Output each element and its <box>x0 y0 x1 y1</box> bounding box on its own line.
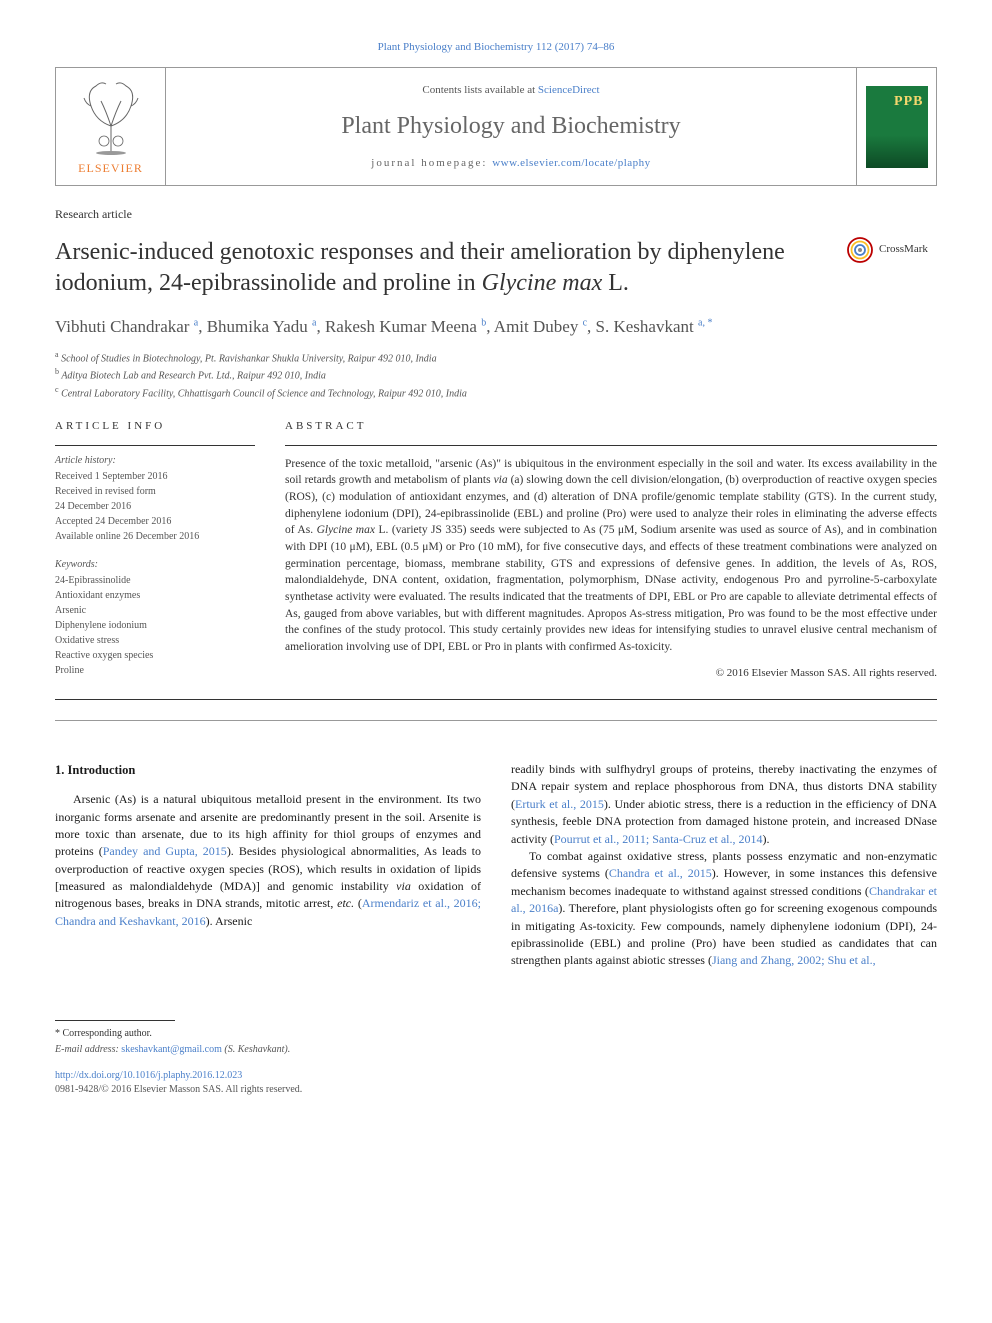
article-title: Arsenic-induced genotoxic responses and … <box>55 237 827 299</box>
email-name: (S. Keshavkant). <box>222 1044 290 1055</box>
contents-prefix: Contents lists available at <box>422 84 537 96</box>
journal-cover[interactable]: PPB <box>856 68 936 185</box>
crossmark-icon <box>847 237 873 263</box>
mid-rule <box>55 720 937 721</box>
cover-thumbnail: PPB <box>866 86 928 168</box>
column-right: readily binds with sulfhydryl groups of … <box>511 761 937 970</box>
keywords-label: Keywords: <box>55 558 255 572</box>
intro-col2-p2: To combat against oxidative stress, plan… <box>511 848 937 970</box>
title-post: L. <box>602 270 629 296</box>
crossmark-text: CrossMark <box>879 242 928 257</box>
history-item: Available online 26 December 2016 <box>55 530 255 544</box>
keyword: Antioxidant enzymes <box>55 589 255 603</box>
sciencedirect-link[interactable]: ScienceDirect <box>538 84 600 96</box>
body-columns: 1. Introduction Arsenic (As) is a natura… <box>55 761 937 970</box>
corresponding-author: * Corresponding author. <box>55 1027 937 1041</box>
article-info-heading: ARTICLE INFO <box>55 419 255 434</box>
history-item: Received in revised form <box>55 485 255 499</box>
header-center: Contents lists available at ScienceDirec… <box>166 68 856 185</box>
history-item: 24 December 2016 <box>55 500 255 514</box>
keyword: 24-Epibrassinolide <box>55 574 255 588</box>
abstract-rule <box>285 445 937 446</box>
page-footer: * Corresponding author. E-mail address: … <box>55 1020 937 1097</box>
journal-name: Plant Physiology and Biochemistry <box>341 110 680 144</box>
abstract-heading: ABSTRACT <box>285 419 937 434</box>
c2-t3: ). <box>763 832 770 846</box>
cover-abbr: PPB <box>894 92 923 112</box>
ref-erturk[interactable]: Erturk et al., 2015 <box>515 797 604 811</box>
ref-pandey[interactable]: Pandey and Gupta, 2015 <box>103 844 227 858</box>
abs-p3: L. (variety JS 335) seeds were subjected… <box>285 524 937 653</box>
homepage-prefix: journal homepage: <box>371 157 492 169</box>
abstract-text: Presence of the toxic metalloid, "arseni… <box>285 456 937 656</box>
intro-col2-p1: readily binds with sulfhydryl groups of … <box>511 761 937 848</box>
column-left: 1. Introduction Arsenic (As) is a natura… <box>55 761 481 970</box>
ref-pourrut[interactable]: Pourrut et al., 2011; Santa-Cruz et al.,… <box>554 832 763 846</box>
ref-chandra[interactable]: Chandra et al., 2015 <box>609 866 712 880</box>
history-item: Received 1 September 2016 <box>55 470 255 484</box>
history-label: Article history: <box>55 454 255 468</box>
homepage-line: journal homepage: www.elsevier.com/locat… <box>371 156 650 171</box>
title-species: Glycine max <box>482 270 603 296</box>
c1-etc: etc. <box>337 896 354 910</box>
crossmark-badge[interactable]: CrossMark <box>847 237 937 263</box>
elsevier-logo[interactable]: ELSEVIER <box>56 68 166 185</box>
email-line: E-mail address: skeshavkant@gmail.com (S… <box>55 1043 937 1057</box>
elsevier-text: ELSEVIER <box>78 160 143 177</box>
title-pre: Arsenic-induced genotoxic responses and … <box>55 239 785 296</box>
journal-header: ELSEVIER Contents lists available at Sci… <box>55 67 937 186</box>
abstract: ABSTRACT Presence of the toxic metalloid… <box>285 419 937 681</box>
c1-via: via <box>396 879 411 893</box>
intro-col1-p1: Arsenic (As) is a natural ubiquitous met… <box>55 791 481 930</box>
post-abstract-rule <box>55 699 937 700</box>
info-rule <box>55 445 255 446</box>
doi-link[interactable]: http://dx.doi.org/10.1016/j.plaphy.2016.… <box>55 1070 242 1081</box>
email-label: E-mail address: <box>55 1044 121 1055</box>
keyword: Reactive oxygen species <box>55 649 255 663</box>
issn-line: 0981-9428/© 2016 Elsevier Masson SAS. Al… <box>55 1083 937 1097</box>
keyword: Proline <box>55 664 255 678</box>
abstract-copyright: © 2016 Elsevier Masson SAS. All rights r… <box>285 666 937 681</box>
doi-line: http://dx.doi.org/10.1016/j.plaphy.2016.… <box>55 1069 937 1083</box>
email-link[interactable]: skeshavkant@gmail.com <box>121 1044 222 1055</box>
footer-rule <box>55 1020 175 1021</box>
article-type: Research article <box>55 206 937 223</box>
c1-t4: ( <box>354 896 362 910</box>
keyword: Arsenic <box>55 604 255 618</box>
homepage-link[interactable]: www.elsevier.com/locate/plaphy <box>492 157 650 169</box>
affiliations: a School of Studies in Biotechnology, Pt… <box>55 349 937 401</box>
top-citation-link[interactable]: Plant Physiology and Biochemistry 112 (2… <box>378 41 615 53</box>
abs-species: Glycine max <box>317 524 375 536</box>
ref-jiang[interactable]: Jiang and Zhang, 2002; Shu et al., <box>712 953 876 967</box>
keyword: Oxidative stress <box>55 634 255 648</box>
history-item: Accepted 24 December 2016 <box>55 515 255 529</box>
keyword: Diphenylene iodonium <box>55 619 255 633</box>
article-info: ARTICLE INFO Article history: Received 1… <box>55 419 255 681</box>
elsevier-tree-icon <box>76 76 146 156</box>
authors: Vibhuti Chandrakar a, Bhumika Yadu a, Ra… <box>55 315 937 339</box>
c1-t5: ). Arsenic <box>206 914 253 928</box>
abs-via: via <box>494 474 508 486</box>
contents-line: Contents lists available at ScienceDirec… <box>422 83 599 98</box>
intro-heading: 1. Introduction <box>55 761 481 779</box>
top-citation: Plant Physiology and Biochemistry 112 (2… <box>55 40 937 55</box>
